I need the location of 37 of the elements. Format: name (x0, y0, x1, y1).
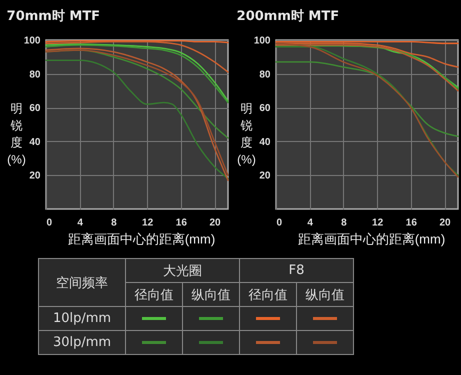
x-tick-label: 4 (307, 218, 314, 228)
y-tick-label: 80 (259, 69, 271, 80)
text: 纵向值 (296, 282, 354, 306)
text: 纵向值 (182, 282, 240, 306)
text: 10lp/mm (38, 306, 126, 330)
x-tick-label: 20 (439, 218, 452, 228)
y-axis-title: 明锐度(%) (237, 102, 256, 166)
y-tick-label: 20 (259, 170, 271, 182)
text: F8 (240, 258, 354, 282)
y-tick-label: 100 (254, 36, 271, 46)
text: 空间频率 (38, 258, 126, 306)
text: 径向值 (240, 282, 296, 306)
x-tick-label: 20 (209, 218, 222, 228)
x-tick-label: 16 (406, 218, 418, 228)
y-tick-label: 80 (29, 69, 41, 80)
x-tick-label: 12 (372, 218, 384, 228)
x-tick-label: 8 (111, 218, 118, 228)
y-tick-label: 60 (29, 103, 41, 114)
y-tick-label: 100 (24, 36, 41, 46)
text: 30lp/mm (38, 330, 126, 354)
chart-title: 200mm时 MTF (236, 9, 340, 24)
text: 径向值 (126, 282, 182, 306)
x-tick-label: 0 (276, 218, 282, 228)
y-axis-title: 明锐度(%) (7, 102, 26, 166)
y-tick-label: 60 (259, 103, 271, 114)
x-tick-label: 4 (77, 218, 84, 228)
x-tick-label: 12 (142, 218, 154, 228)
text: 大光圈 (126, 258, 240, 282)
x-tick-label: 16 (176, 218, 188, 228)
chart-title: 70mm时 MTF (6, 9, 100, 24)
x-tick-label: 0 (46, 218, 52, 228)
x-tick-label: 8 (341, 218, 348, 228)
y-tick-label: 20 (29, 170, 41, 182)
y-tick-label: 40 (29, 136, 41, 148)
x-axis-title: 距离画面中心的距离(mm) (298, 232, 446, 246)
x-axis-title: 距离画面中心的距离(mm) (68, 232, 216, 246)
y-tick-label: 40 (259, 136, 271, 148)
